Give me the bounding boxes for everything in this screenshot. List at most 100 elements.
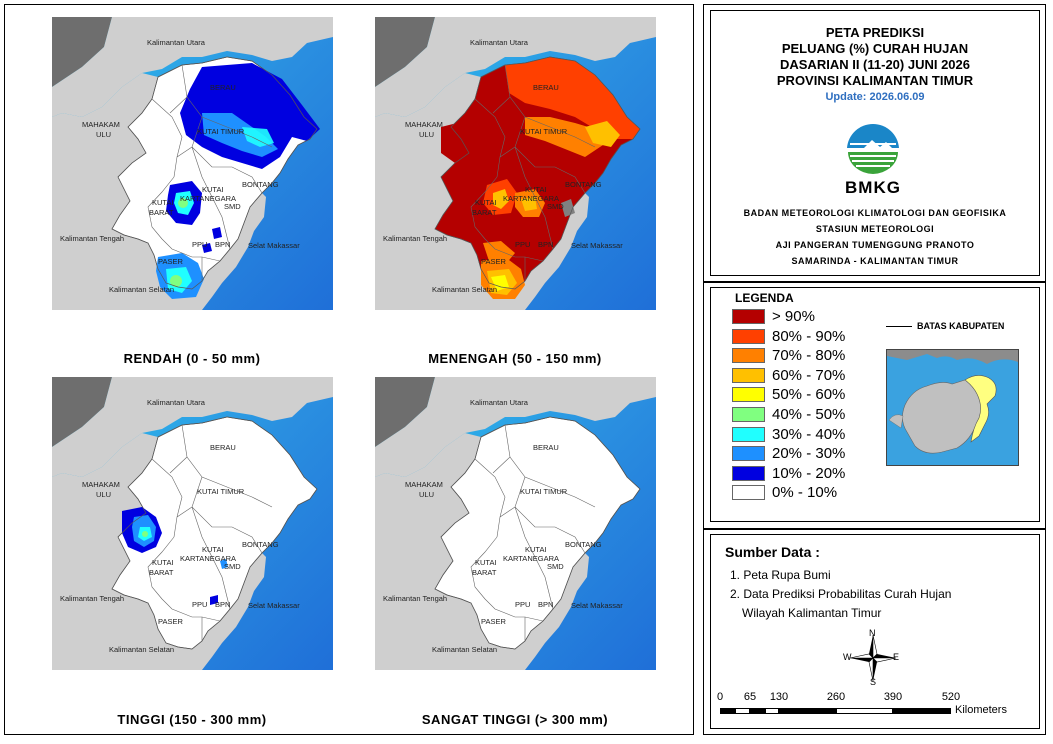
legend-swatch bbox=[732, 387, 765, 403]
agency-line-4: SAMARINDA - KALIMANTAN TIMUR bbox=[791, 256, 959, 266]
map-label-kutim: KUTAI TIMUR bbox=[520, 127, 568, 136]
map-label-bontang: BONTANG bbox=[565, 180, 602, 189]
map-label-ppu: PPU bbox=[192, 240, 208, 249]
scale-segment bbox=[720, 708, 735, 714]
scale-segment bbox=[893, 708, 951, 714]
legend-label: 30% - 40% bbox=[772, 425, 846, 443]
title-frame bbox=[703, 4, 1046, 282]
legend-swatch bbox=[732, 426, 765, 442]
scale-tick-label: 0 bbox=[716, 691, 724, 703]
title-line-4: PROVINSI KALIMANTAN TIMUR bbox=[776, 73, 974, 88]
scale-tick-label: 520 bbox=[941, 691, 961, 703]
map-label-kalteng: Kalimantan Tengah bbox=[383, 234, 448, 243]
map-label-smd: SMD bbox=[547, 202, 564, 211]
legend-label: 40% - 50% bbox=[772, 406, 846, 423]
map-label-kartanegara: KARTANEGARA bbox=[180, 554, 236, 563]
map-panel-none: Kalimantan Utara BERAU MAHAKAM ULU KUTAI TIM… bbox=[375, 377, 656, 670]
scale-tick-label: 65 bbox=[743, 691, 757, 703]
map-label-paser: PASER bbox=[481, 257, 506, 266]
map-label-bontang: BONTANG bbox=[242, 180, 279, 189]
scale-tick-label: 130 bbox=[769, 691, 789, 703]
map-label-kutim: KUTAI TIMUR bbox=[197, 487, 245, 496]
map-label-ulu: ULU bbox=[96, 490, 112, 499]
map-label-kalteng: Kalimantan Tengah bbox=[60, 594, 125, 603]
map-svg bbox=[375, 377, 656, 670]
map-label-kartanegara: KARTANEGARA bbox=[503, 194, 559, 203]
scale-tick-label: 260 bbox=[826, 691, 846, 703]
scale-tick-label: 390 bbox=[883, 691, 903, 703]
map-label-kutai2: KUTAI bbox=[152, 198, 174, 207]
title-line-2: PELUANG (%) CURAH HUJAN bbox=[781, 41, 969, 56]
map-panel-menengah: Kalimantan Utara BERAU MAHAKAM ULU KUTAI TIM… bbox=[375, 17, 656, 310]
source-inner-frame bbox=[710, 534, 1040, 729]
map-label-kalsel: Kalimantan Selatan bbox=[432, 645, 498, 654]
map-label-kaltara: Kalimantan Utara bbox=[147, 398, 205, 407]
compass-w: W bbox=[843, 652, 852, 662]
legend-inner-frame bbox=[710, 287, 1040, 522]
map-label-ulu: ULU bbox=[419, 490, 435, 499]
legend-swatch bbox=[732, 309, 765, 324]
map-label-kaltara: Kalimantan Utara bbox=[470, 398, 528, 407]
map-label-kartanegara: KARTANEGARA bbox=[180, 194, 236, 203]
map-label-kutai2: KUTAI bbox=[475, 558, 497, 567]
legend-frame bbox=[703, 282, 1046, 529]
map-label-kutai2: KUTAI bbox=[475, 198, 497, 207]
agency-line-3: AJI PANGERAN TUMENGGUNG PRANOTO bbox=[775, 240, 975, 250]
map-svg bbox=[375, 17, 656, 310]
scale-segment bbox=[735, 708, 750, 714]
map-label-bpn: BPN bbox=[538, 600, 554, 609]
source-item-2-cont: Wilayah Kalimantan Timur bbox=[742, 606, 882, 620]
legend-swatch bbox=[732, 407, 765, 422]
legend-title: LEGENDA bbox=[735, 291, 794, 305]
map-panel-tinggi: Kalimantan Utara BERAU MAHAKAM ULU KUTAI TIM… bbox=[52, 377, 333, 670]
map-caption-rendah: RENDAH (0 - 50 mm) bbox=[123, 351, 261, 366]
maps-frame bbox=[4, 4, 694, 735]
map-label-barat: BARAT bbox=[472, 568, 497, 577]
map-label-kalsel: Kalimantan Selatan bbox=[432, 285, 498, 294]
map-label-smd: SMD bbox=[224, 202, 241, 211]
scale-segment bbox=[779, 708, 836, 714]
map-label-barat: BARAT bbox=[149, 208, 174, 217]
legend-label: 60% - 70% bbox=[772, 366, 846, 384]
map-label-kartanegara: KARTANEGARA bbox=[503, 554, 559, 563]
map-label-berau: BERAU bbox=[533, 83, 559, 92]
title-line-3: DASARIAN II (11-20) JUNI 2026 bbox=[779, 57, 970, 72]
map-label-kutai: KUTAI bbox=[525, 545, 547, 554]
source-frame bbox=[703, 529, 1046, 735]
title-line-1: PETA PREDIKSI bbox=[825, 25, 925, 40]
map-label-kutai: KUTAI bbox=[202, 185, 224, 194]
legend-label: 70% - 80% bbox=[772, 347, 846, 365]
map-label-smd: SMD bbox=[224, 562, 241, 571]
title-inner-frame bbox=[710, 10, 1040, 276]
scale-segment bbox=[765, 708, 779, 714]
map-svg bbox=[52, 17, 333, 310]
inset-map bbox=[886, 349, 1019, 466]
map-svg bbox=[52, 377, 333, 670]
map-label-kalteng: Kalimantan Tengah bbox=[60, 234, 125, 243]
map-label-kalteng: Kalimantan Tengah bbox=[383, 594, 448, 603]
map-label-berau: BERAU bbox=[533, 443, 559, 452]
legend-label: > 90% bbox=[772, 308, 815, 325]
map-label-paser: PASER bbox=[158, 257, 183, 266]
map-label-selat: Selat Makassar bbox=[248, 601, 300, 610]
map-label-kalsel: Kalimantan Selatan bbox=[109, 285, 175, 294]
map-label-ppu: PPU bbox=[515, 240, 531, 249]
bmkg-logo-text: BMKG bbox=[845, 178, 901, 197]
map-label-kutai: KUTAI bbox=[525, 185, 547, 194]
map-label-paser: PASER bbox=[481, 617, 506, 626]
map-label-kutim: KUTAI TIMUR bbox=[197, 127, 245, 136]
map-label-bpn: BPN bbox=[538, 240, 554, 249]
map-label-mahakam: MAHAKAM bbox=[82, 120, 120, 129]
source-item-2: 2. Data Prediksi Probabilitas Curah Huja… bbox=[730, 587, 952, 601]
map-label-berau: BERAU bbox=[210, 83, 236, 92]
map-label-kaltara: Kalimantan Utara bbox=[470, 38, 528, 47]
map-label-selat: Selat Makassar bbox=[571, 241, 623, 250]
legend-swatch bbox=[732, 485, 765, 501]
update-date: Update: 2026.06.09 bbox=[825, 91, 925, 103]
compass-s: S bbox=[870, 677, 877, 687]
map-label-mahakam: MAHAKAM bbox=[405, 480, 443, 489]
map-caption-tinggi: TINGGI (150 - 300 mm) bbox=[117, 712, 267, 727]
bmkg-logo-icon bbox=[847, 123, 899, 174]
map-label-kutai2: KUTAI bbox=[152, 558, 174, 567]
map-label-berau: BERAU bbox=[210, 443, 236, 452]
